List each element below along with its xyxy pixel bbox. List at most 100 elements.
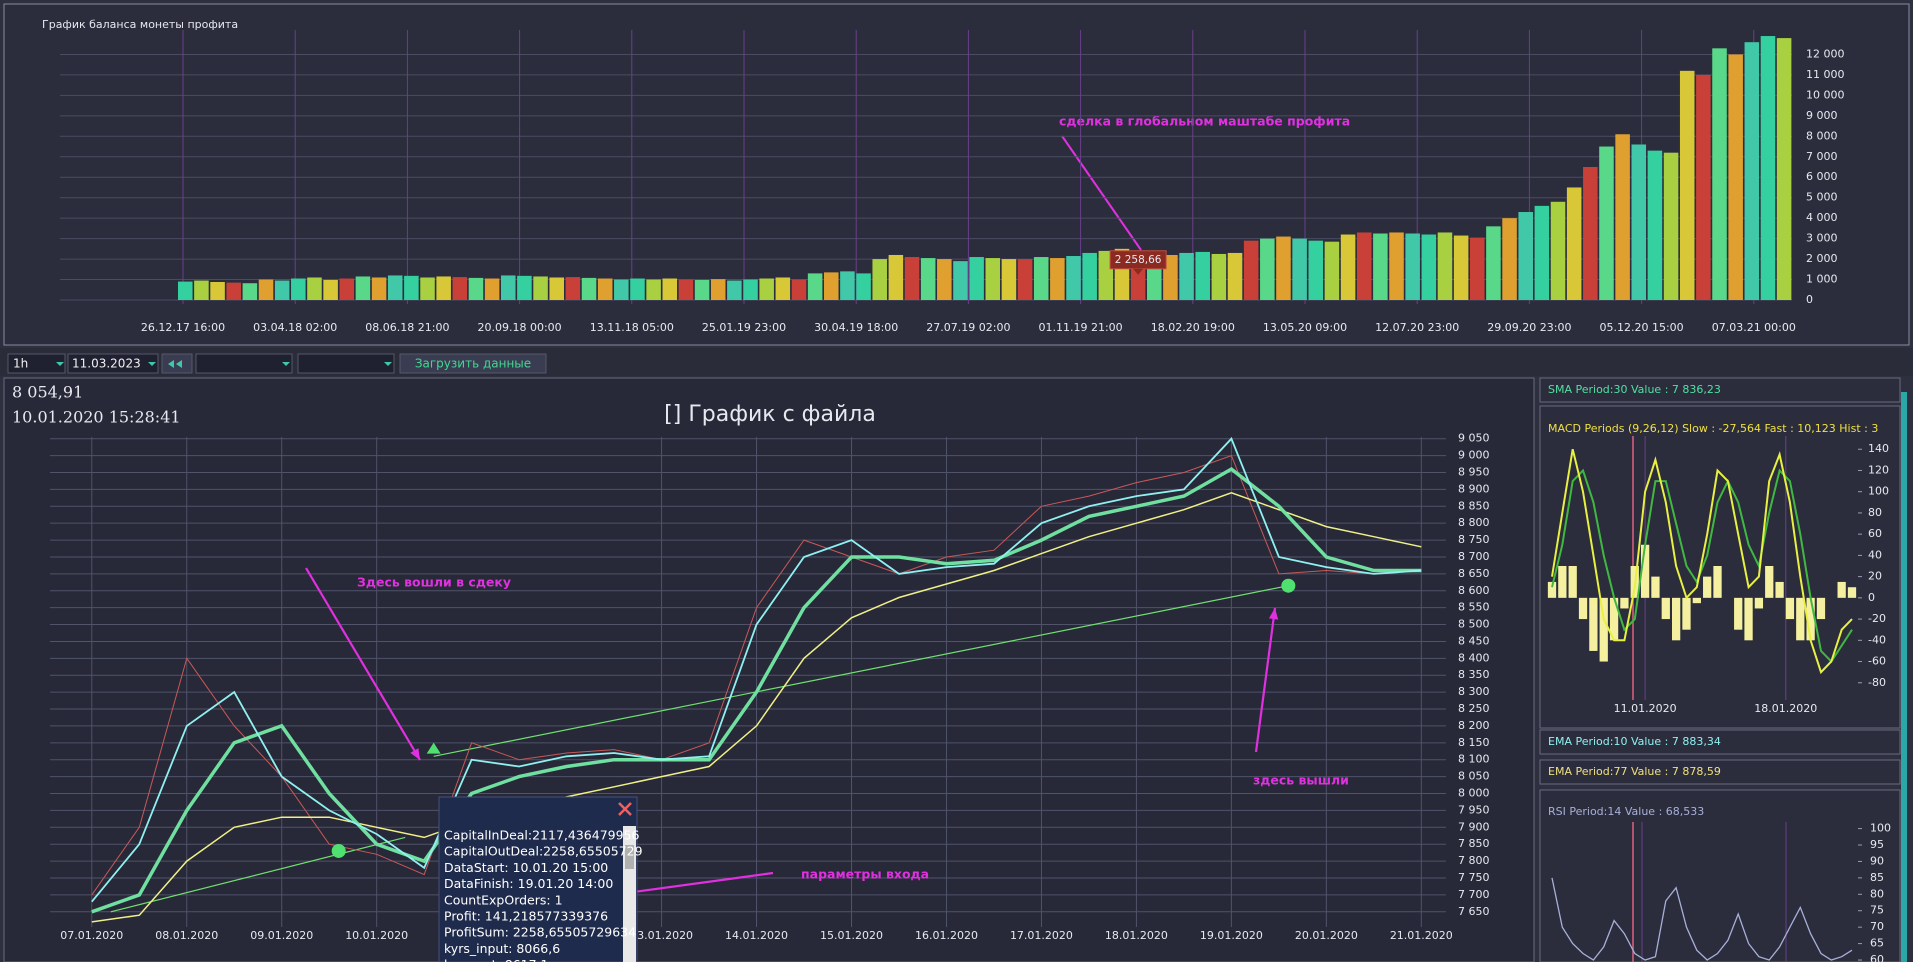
- x-tick-label: 13.11.18 05:00: [590, 321, 674, 334]
- ema10-panel: [1539, 729, 1901, 755]
- bar: [258, 279, 274, 300]
- y-tick-label: 0: [1868, 591, 1875, 604]
- bar: [323, 279, 338, 300]
- tooltip-line: ProfitSum: 2258,65505729634: [444, 925, 636, 940]
- load-button-label: Загрузить данные: [415, 357, 531, 371]
- ema77-panel: [1539, 759, 1901, 785]
- y-tick-label: 8 750: [1458, 533, 1490, 546]
- y-tick-label: 8 100: [1458, 753, 1490, 766]
- histogram-bar: [1599, 597, 1608, 662]
- sma-panel: [1539, 377, 1901, 403]
- histogram-bar: [1661, 597, 1670, 620]
- bar: [1486, 226, 1501, 300]
- y-tick-label: 9 050: [1458, 432, 1490, 445]
- series-line: [91, 492, 1422, 923]
- tooltip-line: kyrs_out: 8617,1: [444, 957, 549, 962]
- empty-select[interactable]: [195, 353, 293, 374]
- y-tick-label: 1 000: [1806, 273, 1838, 286]
- y-tick-label: 5 000: [1806, 191, 1838, 204]
- value-label-pointer: [1133, 268, 1144, 275]
- y-tick-label: 7 800: [1458, 854, 1490, 867]
- y-tick-label: 40: [1868, 548, 1882, 561]
- tooltip-line: CapitalOutDeal:2258,65505729: [444, 844, 643, 859]
- y-tick-label: -20: [1868, 612, 1886, 625]
- histogram-bar: [1847, 587, 1857, 598]
- histogram-bar: [1744, 597, 1753, 641]
- y-tick-label: 85: [1870, 871, 1884, 884]
- macd-line: [1551, 468, 1853, 664]
- x-tick-label: 07.01.2020: [60, 929, 123, 942]
- y-tick-label: 8 350: [1458, 668, 1490, 681]
- empty-select[interactable]: [297, 353, 395, 374]
- bar: [517, 275, 532, 300]
- nav-icon: [168, 360, 182, 368]
- x-tick-label: 29.09.20 23:00: [1487, 321, 1571, 334]
- bar: [242, 283, 258, 300]
- annotation-arrow: [305, 567, 421, 761]
- bar: [1712, 48, 1727, 301]
- y-tick-label: 7 750: [1458, 871, 1490, 884]
- histogram-bar: [1775, 581, 1784, 598]
- ema77-header: EMA Period:77 Value : 7 878,59: [1548, 765, 1721, 778]
- y-tick-label: -40: [1868, 633, 1886, 646]
- date-select[interactable]: [67, 353, 159, 374]
- bar: [1033, 257, 1049, 300]
- x-tick-label: 07.03.21 00:00: [1712, 321, 1796, 334]
- tooltip-line: CountExpOrders: 1: [444, 892, 563, 907]
- load-button[interactable]: [399, 353, 547, 374]
- bar: [404, 275, 419, 300]
- value-label: 2 258,66: [1115, 254, 1162, 266]
- bar: [743, 279, 758, 300]
- bar: [678, 279, 694, 300]
- x-tick-label: 18.02.20 19:00: [1151, 321, 1235, 334]
- macd-header: MACD Periods (9,26,12) Slow : -27,564 Fa…: [1548, 422, 1878, 435]
- bar: [1566, 187, 1582, 300]
- bar: [920, 258, 936, 300]
- histogram-bar: [1796, 597, 1805, 641]
- bar: [436, 276, 451, 300]
- interval-select[interactable]: [7, 353, 66, 374]
- x-tick-label: 12.07.20 23:00: [1375, 321, 1459, 334]
- bar: [210, 281, 225, 300]
- y-tick-label: 90: [1870, 854, 1884, 867]
- bar: [1631, 144, 1647, 300]
- y-tick-label: 7 850: [1458, 837, 1490, 850]
- bar: [904, 257, 920, 300]
- y-tick-label: 8 050: [1458, 770, 1490, 783]
- x-tick-label: 26.12.17 16:00: [141, 321, 225, 334]
- y-tick-label: 7 700: [1458, 888, 1490, 901]
- y-tick-label: 70: [1870, 920, 1884, 933]
- histogram-bar: [1640, 544, 1650, 598]
- current-price: 8 054,91: [12, 383, 83, 402]
- tooltip-close: [618, 802, 632, 816]
- deal-marker: [331, 843, 346, 858]
- rsi-line: [1551, 877, 1853, 961]
- scrollbar[interactable]: [1901, 392, 1907, 962]
- bar: [339, 278, 355, 300]
- histogram-bar: [1589, 597, 1598, 651]
- bar: [1389, 232, 1404, 300]
- y-tick-label: 100: [1868, 485, 1889, 498]
- bar: [824, 272, 839, 300]
- histogram-bar: [1806, 597, 1815, 641]
- bar: [1696, 74, 1711, 300]
- bar: [274, 280, 290, 300]
- bar: [1211, 253, 1227, 300]
- bar: [1437, 232, 1453, 300]
- x-tick-label: 09.01.2020: [250, 929, 313, 942]
- y-tick-label: 8 500: [1458, 618, 1490, 631]
- bar: [307, 277, 322, 300]
- bar: [1373, 233, 1388, 300]
- y-tick-label: 8 800: [1458, 516, 1490, 529]
- x-tick-label: 08.01.2020: [155, 929, 218, 942]
- dropdown-arrow: [148, 362, 156, 366]
- histogram-bar: [1703, 576, 1712, 598]
- y-tick-label: 3 000: [1806, 232, 1838, 245]
- histogram-bar: [1558, 566, 1567, 598]
- bar: [581, 277, 597, 300]
- tooltip-line: Profit: 141,218577339376: [444, 909, 608, 924]
- histogram-bar: [1578, 597, 1588, 620]
- entry-marker: [426, 742, 441, 754]
- tooltip: [438, 796, 638, 962]
- x-tick-label: 17.01.2020: [1010, 929, 1073, 942]
